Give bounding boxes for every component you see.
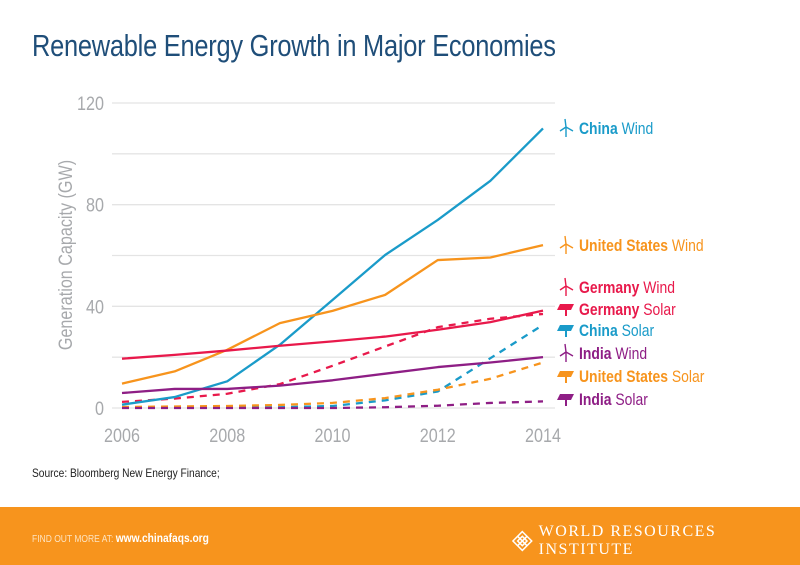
series-line-india-wind (121, 356, 544, 395)
x-tick-label: 2014 (525, 425, 561, 447)
series-line-germany-solar (121, 312, 544, 404)
legend-type: Wind (612, 345, 648, 364)
legend-label: Germany Wind (579, 279, 675, 298)
legend-label: United States Wind (579, 237, 704, 256)
y-tick-label: 0 (95, 398, 104, 420)
legend-country: India (579, 391, 612, 410)
legend-country: China (579, 120, 618, 139)
solar-panel-icon (557, 304, 574, 316)
panel (557, 325, 574, 331)
legend-label: China Wind (579, 120, 653, 139)
y-tick-label: 120 (77, 93, 104, 115)
y-tick-label: 40 (86, 296, 104, 318)
legend-type: Solar (668, 368, 704, 387)
legend-country: Germany (579, 279, 640, 298)
panel-stand (565, 310, 567, 316)
legend-type: Solar (618, 322, 654, 341)
legend-label: China Solar (579, 322, 654, 341)
wind-turbine-icon (559, 235, 574, 254)
wind-turbine-icon (559, 118, 574, 137)
chart-title: Renewable Energy Growth in Major Economi… (32, 28, 556, 63)
legend-label: India Wind (579, 345, 647, 364)
legend-label: Germany Solar (579, 301, 676, 320)
solar-panel-icon (557, 325, 574, 337)
legend-country: India (579, 345, 612, 364)
panel (557, 371, 574, 377)
series-line-germany-wind (121, 309, 544, 360)
legend-item-china-solar: China Solar (557, 322, 654, 341)
legend-item-united-states-solar: United States Solar (557, 368, 704, 387)
panel-stand (565, 400, 567, 406)
series-line-united-states-wind (121, 243, 544, 385)
turbine-blades (559, 277, 574, 296)
legend-type: Wind (668, 237, 704, 256)
wri-name: WORLD RESOURCES INSTITUTE (538, 523, 717, 558)
legend-item-china-wind: China Wind (559, 118, 653, 139)
wri-logo: WORLD RESOURCES INSTITUTE (512, 523, 800, 559)
legend-label: United States Solar (579, 368, 704, 387)
legend-country: China (579, 322, 618, 341)
find-label: FIND OUT MORE AT: (32, 534, 114, 545)
wri-emblem-icon (512, 530, 533, 552)
series-line-united-states-solar (121, 361, 544, 409)
source-note: Source: Bloomberg New Energy Finance; (32, 466, 220, 480)
legend-type: Solar (612, 391, 648, 410)
footer-bar: FIND OUT MORE AT: www.chinafaqs.org WORL… (0, 507, 800, 565)
line-chart: 0 40 80 120 2006 2008 2010 2012 2014 Generation C… (55, 93, 705, 447)
legend-type: Wind (639, 279, 675, 298)
series-line-india-solar (122, 400, 544, 410)
panel-stand (565, 331, 567, 337)
y-tick-label: 80 (86, 194, 104, 216)
x-tick-label: 2010 (315, 425, 351, 447)
panel (557, 304, 574, 310)
panel (557, 394, 574, 400)
wind-turbine-icon (559, 277, 574, 296)
legend-country: United States (579, 368, 668, 387)
legend-country: Germany (579, 301, 640, 320)
solar-panel-icon (557, 371, 574, 383)
legend-item-united-states-wind: United States Wind (559, 235, 704, 256)
y-axis-label: Generation Capacity (GW) (55, 160, 77, 350)
turbine-blades (559, 118, 574, 137)
legend-item-india-solar: India Solar (557, 391, 648, 410)
legend-label: India Solar (579, 391, 648, 410)
wind-turbine-icon (559, 343, 574, 362)
solar-panel-icon (557, 394, 574, 406)
x-tick-label: 2006 (104, 425, 140, 447)
legend-type: Solar (639, 301, 675, 320)
x-tick-label: 2008 (209, 425, 245, 447)
panel-stand (565, 377, 567, 383)
legend-country: United States (579, 237, 668, 256)
website-link[interactable]: www.chinafaqs.org (115, 531, 209, 545)
series-line-china-wind (121, 127, 544, 406)
legend-item-india-wind: India Wind (559, 343, 647, 364)
find-out-more: FIND OUT MORE AT: www.chinafaqs.org (32, 531, 209, 545)
legend-item-germany-wind: Germany Wind (559, 277, 675, 298)
x-tick-label: 2012 (420, 425, 456, 447)
legend-type: Wind (618, 120, 654, 139)
turbine-blades (559, 343, 574, 362)
legend-item-germany-solar: Germany Solar (557, 301, 676, 320)
turbine-blades (559, 235, 574, 254)
